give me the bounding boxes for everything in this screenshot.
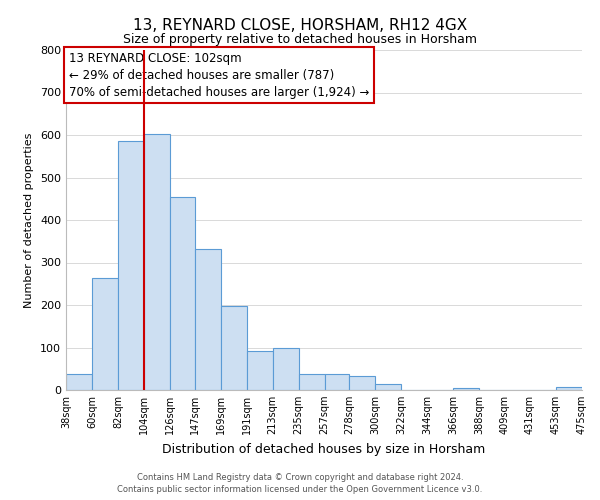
Bar: [325, 374, 349, 390]
Bar: [247, 352, 272, 390]
Bar: [453, 388, 479, 390]
Text: 13 REYNARD CLOSE: 102sqm
← 29% of detached houses are smaller (787)
70% of semi-: 13 REYNARD CLOSE: 102sqm ← 29% of detach…: [68, 52, 369, 98]
Bar: [272, 348, 299, 390]
X-axis label: Distribution of detached houses by size in Horsham: Distribution of detached houses by size …: [163, 442, 485, 456]
Text: Contains HM Land Registry data © Crown copyright and database right 2024.
Contai: Contains HM Land Registry data © Crown c…: [118, 472, 482, 494]
Bar: [92, 278, 118, 390]
Text: 13, REYNARD CLOSE, HORSHAM, RH12 4GX: 13, REYNARD CLOSE, HORSHAM, RH12 4GX: [133, 18, 467, 32]
Bar: [556, 386, 582, 390]
Bar: [221, 306, 247, 390]
Text: Size of property relative to detached houses in Horsham: Size of property relative to detached ho…: [123, 32, 477, 46]
Bar: [299, 374, 325, 390]
Bar: [376, 384, 401, 390]
Bar: [66, 374, 92, 390]
Bar: [144, 134, 170, 390]
Y-axis label: Number of detached properties: Number of detached properties: [25, 132, 34, 308]
Bar: [195, 249, 221, 390]
Bar: [349, 376, 376, 390]
Bar: [170, 198, 195, 390]
Bar: [118, 142, 144, 390]
